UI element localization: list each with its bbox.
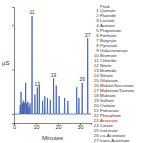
peak-label: 11 [29,9,34,15]
peak-label: 26 [79,76,85,82]
plot: 0 10 20 30 11 13 19 26 27 [12,8,92,131]
chromatogram-line [14,16,91,114]
peak-label: 13 [35,81,41,87]
x-axis-title: Minutes [42,135,63,141]
x-tick-label: 20 [55,124,61,130]
x-tick-label: 0 [13,124,16,130]
y-axis [12,8,15,124]
x-tick: 10 [33,123,39,130]
legend-name: trans-Aconitate [100,138,130,143]
y-tick [12,69,14,70]
marks [14,16,91,114]
peak-labels: 11 13 19 26 27 [29,9,90,86]
legend-number: 27 [94,138,99,143]
x-tick-label: 30 [77,124,83,130]
peak-label: 27 [85,32,91,38]
x-tick-label: 10 [33,124,39,130]
chart: 0 10 20 30 11 13 19 26 27 Minutes µS Peak1Quinate2F… [0,0,143,143]
peak-label: 19 [51,72,57,78]
y-axis-line [12,8,15,124]
x-axis: 0 10 20 30 [13,123,92,130]
y-axis-title: µS [2,60,9,66]
peak-legend: Peak1Quinate2Fluoride3Lactate4Acetate5Pr… [94,4,135,143]
x-tick: 20 [55,123,61,130]
y-tick [12,114,14,115]
x-tick: 0 [13,123,16,130]
x-tick: 30 [77,123,83,130]
y-tick-mark [12,69,14,70]
y-tick [12,25,14,26]
y-tick-mark [12,114,14,115]
y-tick-mark [12,25,14,26]
